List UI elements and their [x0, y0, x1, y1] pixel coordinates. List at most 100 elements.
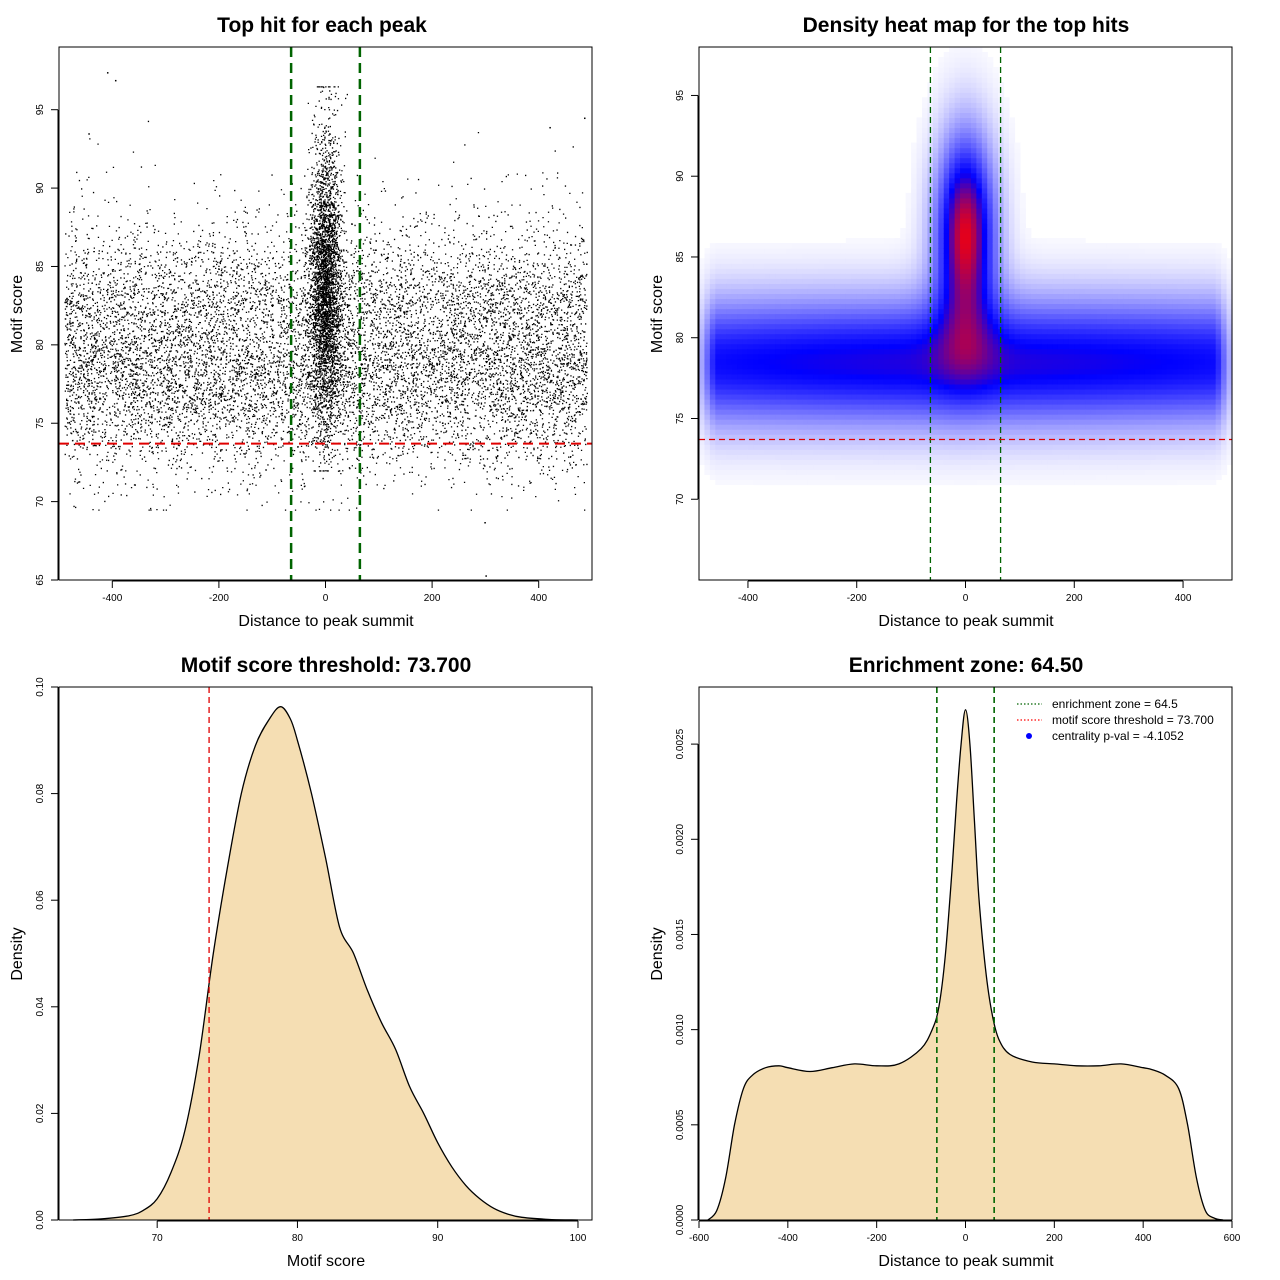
heatmap-cell	[916, 228, 923, 234]
heatmap-cell	[992, 67, 999, 73]
heatmap-cell	[807, 469, 814, 476]
heatmap-cell	[699, 288, 706, 294]
heatmap-cell	[943, 273, 950, 279]
heatmap-cell	[981, 222, 988, 229]
heatmap-cell	[1155, 358, 1162, 365]
heatmap-cell	[894, 308, 901, 315]
heatmap-cell	[1074, 444, 1081, 450]
heatmap-cell	[1134, 459, 1141, 465]
heatmap-cell	[943, 152, 950, 159]
heatmap-cell	[1041, 444, 1048, 450]
heatmap-cell	[862, 358, 869, 365]
heatmap-cell	[1144, 464, 1152, 470]
heatmap-cell	[737, 263, 744, 269]
heatmap-cell	[786, 323, 793, 330]
heatmap-cell	[970, 363, 977, 370]
heatmap-cell	[807, 313, 814, 320]
heatmap-cell	[1101, 343, 1108, 350]
heatmap-cell	[824, 298, 831, 305]
heatmap-cell	[780, 449, 787, 455]
heatmap-cell	[791, 454, 798, 460]
heatmap-cell	[1057, 419, 1064, 425]
heatmap-cell	[829, 434, 836, 440]
heatmap-cell	[894, 409, 901, 415]
heatmap-cell	[1047, 439, 1054, 445]
heatmap-cell	[786, 378, 793, 385]
heatmap-cell	[1014, 258, 1021, 264]
heatmap-cell	[954, 112, 961, 118]
heatmap-cell	[1134, 253, 1141, 259]
heatmap-cell	[949, 202, 956, 209]
heatmap-cell	[1106, 424, 1113, 430]
heatmap-cell	[1079, 424, 1086, 430]
heatmap-cell	[949, 469, 956, 476]
heatmap-cell	[992, 192, 999, 199]
heatmap-cell	[1112, 368, 1119, 375]
heatmap-cell	[1063, 479, 1070, 486]
heatmap-cell	[1041, 373, 1048, 380]
heatmap-cell	[737, 363, 744, 370]
heatmap-cell	[1041, 298, 1048, 305]
heatmap-cell	[1117, 434, 1124, 440]
heatmap-cell	[916, 162, 923, 169]
heatmap-cell	[1030, 313, 1037, 320]
heatmap-cell	[758, 404, 765, 410]
heatmap-cell	[1150, 469, 1157, 476]
heatmap-cell	[976, 172, 983, 179]
heatmap-cell	[987, 67, 994, 73]
heatmap-cell	[1106, 268, 1113, 274]
heatmap-cell	[1041, 333, 1048, 340]
heatmap-cell	[1079, 358, 1086, 365]
heatmap-cell	[1019, 313, 1026, 320]
heatmap-cell	[856, 414, 863, 420]
heatmap-cell	[1019, 303, 1026, 310]
heatmap-cell	[726, 469, 733, 476]
heatmap-cell	[807, 303, 814, 310]
heatmap-cell	[834, 248, 842, 254]
heatmap-cell	[1096, 388, 1103, 395]
heatmap-cell	[921, 429, 929, 435]
heatmap-cell	[780, 313, 787, 320]
heatmap-cell	[976, 212, 983, 219]
heatmap-cell	[813, 288, 820, 294]
heatmap-cell	[916, 474, 923, 481]
heatmap-cell	[1117, 313, 1124, 320]
heatmap-cell	[927, 253, 934, 259]
heatmap-cell	[747, 328, 754, 335]
heatmap-cell	[1150, 338, 1157, 345]
heatmap-cell	[731, 459, 738, 465]
heatmap-cell	[878, 343, 885, 350]
heatmap-cell	[949, 449, 956, 455]
heatmap-cell	[813, 348, 820, 355]
heatmap-cell	[699, 414, 706, 420]
heatmap-cell	[878, 429, 885, 435]
heatmap-cell	[954, 52, 961, 58]
heatmap-cell	[970, 222, 977, 229]
heatmap-cell	[1117, 328, 1124, 335]
heatmap-cell	[905, 248, 912, 254]
heatmap-cell	[709, 333, 716, 340]
heatmap-cell	[970, 248, 977, 254]
heatmap-cell	[1068, 404, 1075, 410]
heatmap-cell	[737, 288, 744, 294]
heatmap-cell	[1063, 444, 1070, 450]
heatmap-cell	[894, 238, 901, 244]
heatmap-cell	[1047, 474, 1054, 481]
heatmap-cell	[1003, 192, 1010, 199]
heatmap-cell	[1009, 348, 1016, 355]
heatmap-cell	[1139, 333, 1146, 340]
heatmap-cell	[1003, 288, 1010, 294]
heatmap-cell	[1052, 449, 1059, 455]
heatmap-cell	[954, 373, 961, 380]
heatmap-cell	[726, 474, 733, 481]
heatmap-cell	[965, 87, 972, 93]
heatmap-cell	[834, 273, 842, 279]
heatmap-cell	[1134, 378, 1141, 385]
heatmap-cell	[883, 469, 890, 476]
heatmap-cell	[1068, 424, 1075, 430]
heatmap-cell	[949, 147, 956, 154]
heatmap-cell	[900, 248, 907, 254]
heatmap-cell	[1079, 444, 1086, 450]
heatmap-cell	[791, 444, 798, 450]
heatmap-cell	[1134, 383, 1141, 390]
